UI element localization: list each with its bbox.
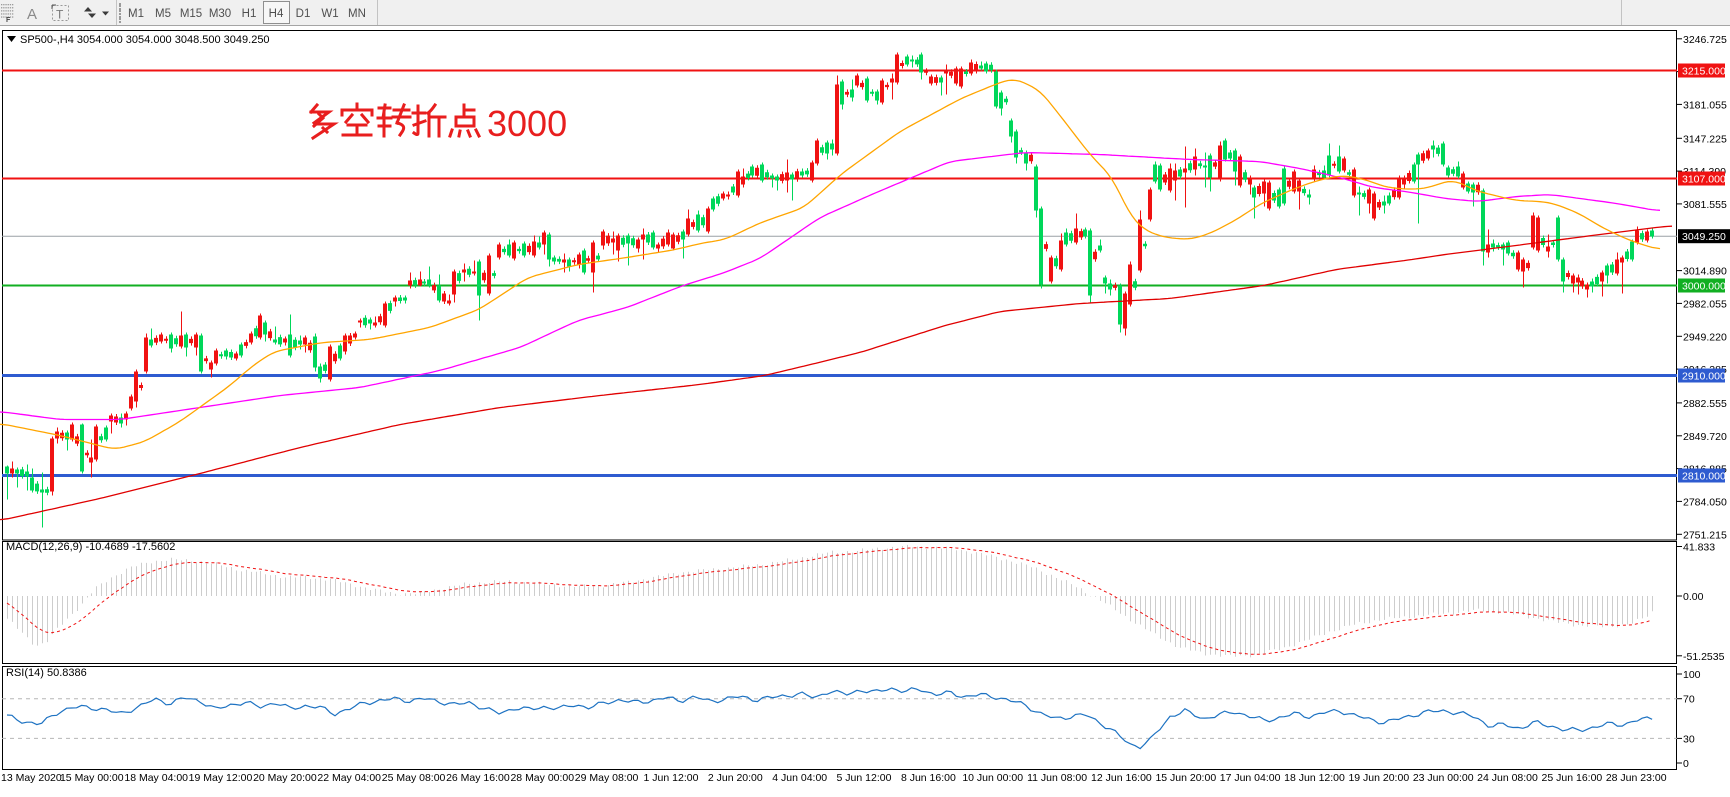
svg-text:3246.725: 3246.725 bbox=[1683, 34, 1727, 46]
svg-text:M1: M1 bbox=[128, 8, 144, 20]
svg-text:23 Jun 00:00: 23 Jun 00:00 bbox=[1413, 772, 1474, 784]
svg-text:SP500-,H4 3054.000 3054.000 3: SP500-,H4 3054.000 3054.000 3048.500 304… bbox=[20, 34, 270, 46]
svg-text:2882.555: 2882.555 bbox=[1683, 398, 1727, 410]
svg-text:3147.225: 3147.225 bbox=[1683, 133, 1727, 145]
svg-text:RSI(14) 50.8386: RSI(14) 50.8386 bbox=[6, 667, 87, 679]
svg-text:17 Jun 04:00: 17 Jun 04:00 bbox=[1220, 772, 1281, 784]
svg-text:MACD(12,26,9) -10.4689 -17.560: MACD(12,26,9) -10.4689 -17.5602 bbox=[6, 541, 175, 553]
svg-text:2784.050: 2784.050 bbox=[1683, 496, 1727, 508]
svg-text:W1: W1 bbox=[321, 8, 338, 20]
svg-text:M15: M15 bbox=[180, 8, 202, 20]
svg-text:2751.215: 2751.215 bbox=[1683, 529, 1727, 541]
svg-text:3215.000: 3215.000 bbox=[1682, 66, 1726, 78]
svg-text:100: 100 bbox=[1683, 669, 1701, 681]
svg-text:3107.000: 3107.000 bbox=[1682, 174, 1726, 186]
svg-text:20 May 20:00: 20 May 20:00 bbox=[253, 772, 317, 784]
svg-text:2849.720: 2849.720 bbox=[1683, 431, 1727, 443]
svg-text:D1: D1 bbox=[296, 8, 311, 20]
svg-text:3000.000: 3000.000 bbox=[1682, 281, 1726, 293]
svg-text:3014.890: 3014.890 bbox=[1683, 266, 1727, 278]
svg-text:15 May 00:00: 15 May 00:00 bbox=[60, 772, 124, 784]
svg-text:3049.250: 3049.250 bbox=[1682, 231, 1726, 243]
svg-text:2910.000: 2910.000 bbox=[1682, 371, 1726, 383]
svg-text:25 May 08:00: 25 May 08:00 bbox=[382, 772, 446, 784]
svg-text:10 Jun 00:00: 10 Jun 00:00 bbox=[962, 772, 1023, 784]
svg-text:4 Jun 04:00: 4 Jun 04:00 bbox=[772, 772, 827, 784]
svg-text:H4: H4 bbox=[269, 8, 284, 20]
svg-text:3181.055: 3181.055 bbox=[1683, 99, 1727, 111]
svg-text:2810.000: 2810.000 bbox=[1682, 471, 1726, 483]
svg-text:F: F bbox=[6, 17, 11, 24]
svg-text:19 Jun 20:00: 19 Jun 20:00 bbox=[1348, 772, 1409, 784]
svg-text:29 May 08:00: 29 May 08:00 bbox=[575, 772, 639, 784]
svg-text:H1: H1 bbox=[242, 8, 257, 20]
svg-text:26 May 16:00: 26 May 16:00 bbox=[446, 772, 510, 784]
svg-text:70: 70 bbox=[1683, 694, 1695, 706]
svg-text:30: 30 bbox=[1683, 733, 1695, 745]
svg-text:2982.055: 2982.055 bbox=[1683, 298, 1727, 310]
svg-text:18 Jun 12:00: 18 Jun 12:00 bbox=[1284, 772, 1345, 784]
svg-text:28 May 00:00: 28 May 00:00 bbox=[510, 772, 574, 784]
svg-text:MN: MN bbox=[348, 8, 366, 20]
svg-text:11 Jun 08:00: 11 Jun 08:00 bbox=[1027, 772, 1087, 784]
svg-text:41.833: 41.833 bbox=[1683, 542, 1715, 554]
svg-text:3000: 3000 bbox=[487, 103, 567, 144]
svg-text:15 Jun 20:00: 15 Jun 20:00 bbox=[1155, 772, 1216, 784]
svg-text:1 Jun 12:00: 1 Jun 12:00 bbox=[644, 772, 699, 784]
svg-text:24 Jun 08:00: 24 Jun 08:00 bbox=[1477, 772, 1538, 784]
svg-text:25 Jun 16:00: 25 Jun 16:00 bbox=[1542, 772, 1603, 784]
svg-text:0.00: 0.00 bbox=[1683, 591, 1704, 603]
svg-text:M30: M30 bbox=[209, 8, 231, 20]
svg-text:M5: M5 bbox=[155, 8, 171, 20]
svg-text:2 Jun 20:00: 2 Jun 20:00 bbox=[708, 772, 763, 784]
svg-text:2949.220: 2949.220 bbox=[1683, 331, 1727, 343]
svg-text:3081.555: 3081.555 bbox=[1683, 199, 1727, 211]
svg-text:22 May 04:00: 22 May 04:00 bbox=[317, 772, 381, 784]
svg-text:5 Jun 12:00: 5 Jun 12:00 bbox=[837, 772, 892, 784]
svg-text:A: A bbox=[27, 6, 37, 23]
svg-text:-51.2535: -51.2535 bbox=[1683, 651, 1725, 663]
svg-text:18 May 04:00: 18 May 04:00 bbox=[124, 772, 188, 784]
svg-text:8 Jun 16:00: 8 Jun 16:00 bbox=[901, 772, 956, 784]
svg-text:28 Jun 23:00: 28 Jun 23:00 bbox=[1606, 772, 1667, 784]
svg-text:19 May 12:00: 19 May 12:00 bbox=[189, 772, 253, 784]
svg-text:0: 0 bbox=[1683, 758, 1689, 770]
svg-text:T: T bbox=[56, 8, 64, 22]
svg-text:12 Jun 16:00: 12 Jun 16:00 bbox=[1091, 772, 1152, 784]
svg-text:13 May 2020: 13 May 2020 bbox=[1, 772, 62, 784]
